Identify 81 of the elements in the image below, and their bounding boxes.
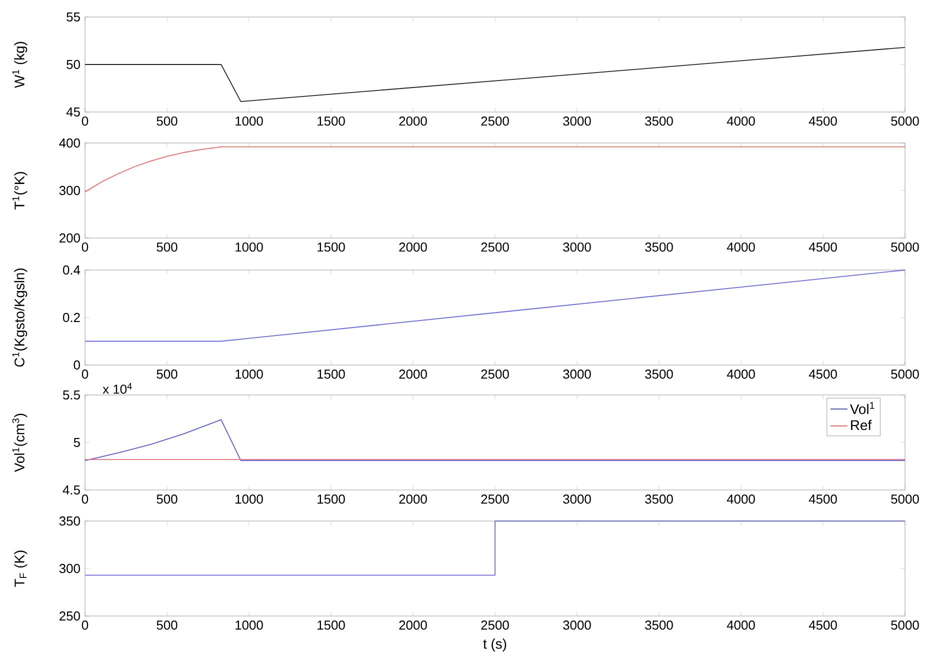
y-tick-label: 5.5 — [62, 390, 80, 400]
x-tick-label: 2000 — [399, 370, 427, 379]
x-tick-label: 2500 — [481, 116, 509, 126]
x-tick-label: 1000 — [236, 620, 263, 630]
x-tick-label: 0 — [82, 370, 88, 379]
x-tick-label: 4500 — [808, 494, 837, 504]
y-tick-label: 0.2 — [62, 312, 80, 322]
y-axis-title: T$^{1}$(°K) — [12, 172, 28, 210]
line-series — [84, 146, 906, 192]
text: x 10$^{4}$ — [102, 383, 132, 394]
x-tick-label: 0 — [82, 620, 88, 630]
x-tick-label: 500 — [156, 494, 178, 504]
x-tick-label: 2000 — [399, 620, 427, 630]
legend-label: Ref — [851, 420, 872, 430]
x-tick-label: 4000 — [726, 494, 755, 504]
x-tick-label: 5000 — [891, 494, 919, 504]
x-tick-label: 2000 — [399, 116, 427, 126]
x-tick-label: 4000 — [726, 620, 755, 630]
x-tick-label: 4000 — [726, 242, 755, 252]
y-axis-title: W$^{1}$ (kg) — [12, 42, 28, 88]
y-tick-label: 45 — [66, 107, 80, 117]
x-tick-label: 1500 — [318, 370, 345, 379]
x-tick-label: 4500 — [808, 242, 837, 252]
x-tick-label: 5000 — [891, 116, 919, 126]
legend-label: Vol$^{1}$ — [850, 402, 874, 414]
y-tick-label: 400 — [59, 138, 80, 148]
x-tick-label: 0 — [82, 242, 88, 252]
x-tick-label: 3000 — [563, 494, 591, 504]
x-tick-label: 2500 — [481, 620, 509, 630]
y-tick-label: 55 — [66, 12, 80, 22]
x-tick-label: 1000 — [236, 242, 263, 252]
x-tick-label: 2000 — [399, 242, 427, 252]
x-tick-label: 500 — [156, 620, 178, 630]
x-tick-label: 0 — [82, 116, 88, 126]
y-tick-label: 300 — [59, 564, 80, 574]
y-tick-label: 4.5 — [62, 485, 80, 495]
x-tick-label: 3000 — [563, 620, 591, 630]
x-tick-label: 4000 — [726, 116, 755, 126]
y-tick-label: 200 — [60, 233, 80, 243]
line-series — [84, 419, 906, 462]
x-tick-label: 4500 — [808, 620, 837, 630]
y-tick-label: 0 — [74, 360, 80, 370]
x-tick-label: 3500 — [645, 370, 673, 379]
x-tick-label: 1500 — [318, 494, 345, 504]
x-tick-label: 3500 — [645, 242, 673, 252]
x-tick-label: 2500 — [481, 242, 509, 252]
x-tick-label: 3500 — [645, 620, 673, 630]
y-axis-title: Vol$^{1}$(cm$^{3}$) — [12, 414, 28, 472]
x-tick-label: 3500 — [645, 116, 673, 126]
x-tick-label: 1000 — [236, 370, 263, 379]
x-tick-label: 5000 — [891, 242, 919, 252]
x-tick-label: 3500 — [645, 494, 673, 504]
y-tick-label: 50 — [66, 60, 80, 70]
y-tick-label: 5 — [74, 438, 80, 448]
y-axis-title: C$^{1}$(Kgsto/Kgsln) — [12, 268, 28, 367]
x-tick-label: 1500 — [318, 116, 345, 126]
y-tick-label: 350 — [59, 516, 80, 526]
x-tick-label: 500 — [156, 242, 178, 252]
y-tick-label: 300 — [59, 186, 80, 196]
x-tick-label: 1000 — [236, 116, 263, 126]
x-tick-label: 4500 — [808, 116, 837, 126]
x-axis-title: t (s) — [483, 638, 506, 652]
x-tick-label: 1000 — [236, 494, 263, 504]
x-tick-label: 1500 — [318, 242, 345, 252]
y-tick-label: 250 — [60, 611, 80, 621]
x-tick-label: 500 — [156, 370, 178, 379]
x-tick-label: 5000 — [891, 620, 919, 630]
x-tick-label: 1500 — [318, 620, 345, 630]
x-tick-label: 2000 — [399, 494, 427, 504]
y-tick-label: 0.4 — [62, 265, 80, 275]
x-tick-label: 4000 — [726, 370, 755, 379]
x-tick-label: 3000 — [563, 242, 591, 252]
x-tick-label: 5000 — [891, 370, 919, 379]
x-tick-label: 4500 — [808, 370, 837, 379]
x-tick-label: 3000 — [563, 116, 591, 126]
x-tick-label: 0 — [82, 494, 88, 504]
y-axis-title: T$_{F}$ (K) — [14, 550, 28, 587]
x-tick-label: 2500 — [481, 494, 509, 504]
x-tick-label: 2500 — [481, 370, 509, 379]
x-tick-label: 500 — [156, 116, 178, 126]
x-tick-label: 3000 — [563, 370, 591, 379]
